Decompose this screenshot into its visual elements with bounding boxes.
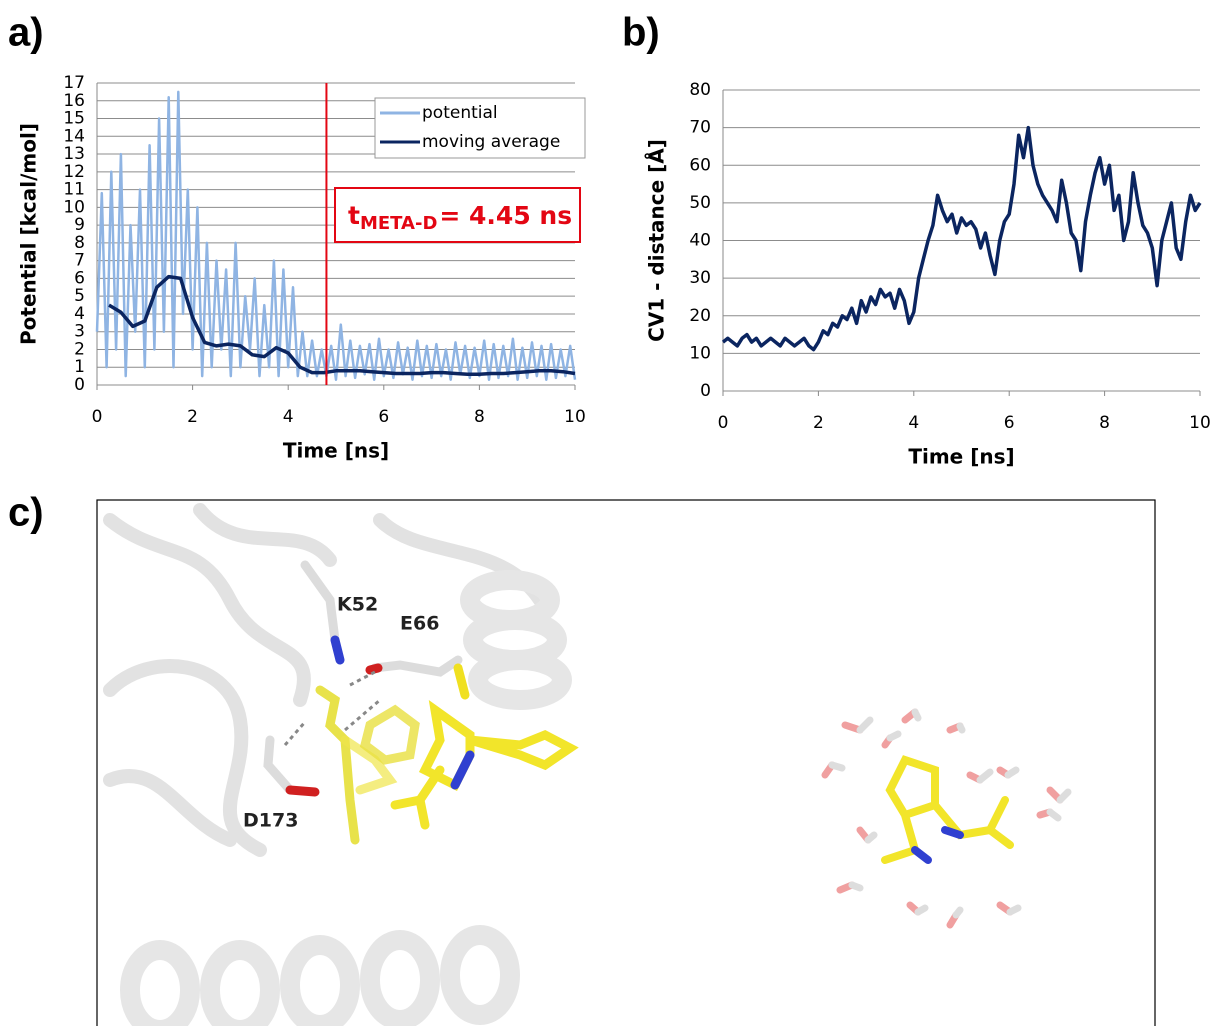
y-tick-label: 5 <box>74 286 85 306</box>
annotation-subscript: META-D <box>360 213 437 234</box>
y-tick-label: 1 <box>74 357 85 377</box>
x-axis-title: Time [ns] <box>908 445 1014 469</box>
y-tick-label: 16 <box>63 91 85 111</box>
y-tick-label: 7 <box>74 251 85 271</box>
residue-label: E66 <box>400 613 439 635</box>
structure-panel: K52 E66 D173 <box>96 499 1156 1030</box>
y-tick-label: 12 <box>63 162 85 182</box>
legend-label: moving average <box>422 132 560 152</box>
x-tick-label: 10 <box>564 407 586 427</box>
y-tick-label: 4 <box>74 304 85 324</box>
annotation-symbol: t <box>348 201 360 230</box>
y-tick-label: 9 <box>74 215 85 235</box>
y-tick-label: 17 <box>63 73 85 93</box>
residue-label: K52 <box>337 594 378 616</box>
legend-label: potential <box>422 103 498 123</box>
y-tick-label: 3 <box>74 322 85 342</box>
y-tick-label: 10 <box>63 197 85 217</box>
y-axis-title: CV1 - distance [Å] <box>645 139 669 342</box>
y-tick-label: 8 <box>74 233 85 253</box>
x-tick-label: 8 <box>474 407 485 427</box>
panel-label: c) <box>8 491 44 535</box>
y-tick-label: 30 <box>689 268 711 288</box>
y-tick-label: 0 <box>74 375 85 395</box>
series-line <box>108 274 576 377</box>
y-tick-label: 80 <box>689 80 711 100</box>
series-line <box>95 90 577 381</box>
annotation-box <box>334 187 581 243</box>
x-tick-label: 6 <box>378 407 389 427</box>
series-line <box>721 125 1202 352</box>
y-tick-label: 15 <box>63 109 85 129</box>
y-tick-label: 40 <box>689 231 711 251</box>
x-axis-title: Time [ns] <box>283 439 389 463</box>
y-tick-label: 6 <box>74 268 85 288</box>
residue-label: D173 <box>243 810 298 832</box>
y-tick-label: 0 <box>700 381 711 401</box>
x-tick-label: 4 <box>283 407 294 427</box>
y-tick-label: 60 <box>689 155 711 175</box>
x-tick-label: 0 <box>718 413 729 433</box>
y-axis-title: Potential [kcal/mol] <box>17 123 41 345</box>
x-tick-label: 4 <box>908 413 919 433</box>
y-tick-label: 14 <box>63 126 85 146</box>
y-tick-label: 2 <box>74 339 85 359</box>
y-tick-label: 50 <box>689 193 711 213</box>
y-tick-label: 70 <box>689 118 711 138</box>
x-tick-label: 8 <box>1099 413 1110 433</box>
y-tick-label: 13 <box>63 144 85 164</box>
x-tick-label: 0 <box>92 407 103 427</box>
x-tick-label: 2 <box>813 413 824 433</box>
annotation-value: = 4.45 ns <box>439 201 572 230</box>
x-tick-label: 2 <box>187 407 198 427</box>
x-tick-label: 10 <box>1189 413 1211 433</box>
y-tick-label: 10 <box>689 343 711 363</box>
panel-label: a) <box>8 11 44 55</box>
annotation: tMETA-D= 4.45 ns <box>348 201 572 234</box>
x-tick-label: 6 <box>1004 413 1015 433</box>
legend-box <box>374 97 586 159</box>
y-tick-label: 11 <box>63 180 85 200</box>
panel-label: b) <box>622 11 660 55</box>
y-tick-label: 20 <box>689 306 711 326</box>
